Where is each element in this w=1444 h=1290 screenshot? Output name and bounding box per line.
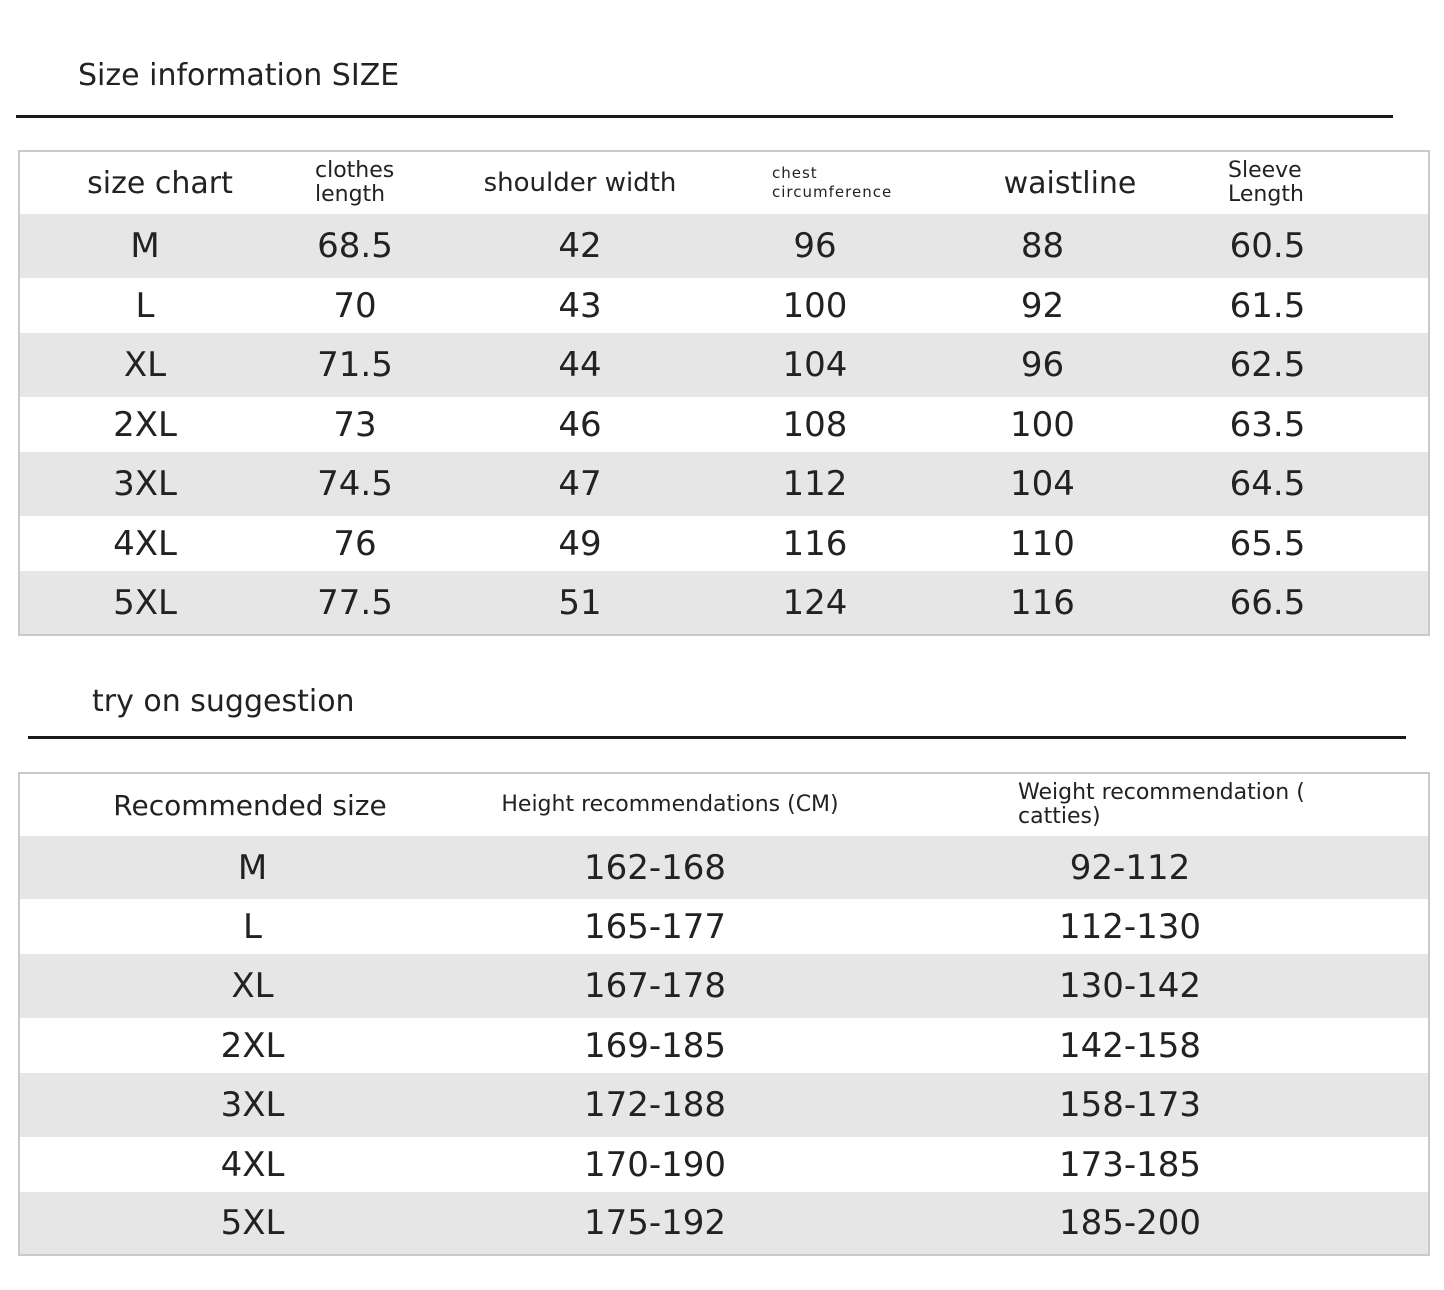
cell-shoulder-width: 44 xyxy=(558,345,602,385)
suggestion-section-title: try on suggestion xyxy=(92,684,355,719)
header-recommended-size: Recommended size xyxy=(113,788,387,822)
cell-chest: 124 xyxy=(782,582,848,623)
cell-clothes-length: 77.5 xyxy=(317,582,393,623)
cell-waistline: 92 xyxy=(1020,285,1065,326)
cell-waistline: 104 xyxy=(1010,464,1075,504)
header-chest-circumference: chest circumference xyxy=(772,163,893,202)
cell-waistline: 110 xyxy=(1010,523,1075,564)
size-chart-row: M 68.5 42 96 88 60.5 xyxy=(20,214,1428,278)
size-chart-row: XL 71.5 44 104 96 62.5 xyxy=(20,333,1428,397)
suggestion-section-divider xyxy=(28,736,1406,739)
suggestion-row: 2XL 169-185 142-158 xyxy=(20,1018,1428,1073)
cell-weight-range: 92-112 xyxy=(1069,847,1191,888)
cell-sleeve-length: 64.5 xyxy=(1229,464,1306,504)
cell-weight-range: 158-173 xyxy=(1058,1085,1202,1125)
cell-recommended-size: L xyxy=(243,906,262,947)
header-sleeve-length: Sleeve Length xyxy=(1228,157,1304,207)
suggestion-header-row: Recommended size Height recommendations … xyxy=(20,774,1428,836)
cell-size: M xyxy=(130,226,160,266)
cell-sleeve-length: 66.5 xyxy=(1229,582,1306,623)
cell-sleeve-length: 63.5 xyxy=(1229,404,1306,445)
cell-clothes-length: 74.5 xyxy=(317,464,393,504)
cell-waistline: 96 xyxy=(1020,345,1065,385)
cell-chest: 96 xyxy=(793,226,837,266)
size-chart-row: L 70 43 100 92 61.5 xyxy=(20,278,1428,333)
cell-weight-range: 185-200 xyxy=(1058,1203,1202,1243)
cell-weight-range: 112-130 xyxy=(1058,906,1202,947)
suggestion-row: M 162-168 92-112 xyxy=(20,836,1428,899)
cell-clothes-length: 68.5 xyxy=(317,226,393,266)
cell-recommended-size: M xyxy=(237,847,268,888)
cell-size: 2XL xyxy=(113,404,177,445)
cell-waistline: 88 xyxy=(1020,226,1065,266)
suggestion-row: 4XL 170-190 173-185 xyxy=(20,1137,1428,1192)
header-size-chart: size chart xyxy=(87,165,233,201)
cell-chest: 116 xyxy=(782,523,848,564)
size-chart-row: 4XL 76 49 116 110 65.5 xyxy=(20,516,1428,571)
size-chart-row: 2XL 73 46 108 100 63.5 xyxy=(20,397,1428,452)
cell-chest: 104 xyxy=(782,345,848,385)
cell-weight-range: 130-142 xyxy=(1058,966,1202,1006)
cell-size: L xyxy=(135,285,155,326)
size-chart-row: 5XL 77.5 51 124 116 66.5 xyxy=(20,571,1428,634)
cell-shoulder-width: 42 xyxy=(558,226,602,266)
cell-size: 3XL xyxy=(113,464,177,504)
cell-height-range: 162-168 xyxy=(583,847,727,888)
cell-recommended-size: 3XL xyxy=(220,1085,285,1125)
cell-waistline: 116 xyxy=(1010,582,1075,623)
cell-chest: 108 xyxy=(782,404,848,445)
cell-size: XL xyxy=(123,345,167,385)
cell-clothes-length: 76 xyxy=(333,523,377,564)
cell-sleeve-length: 62.5 xyxy=(1229,345,1306,385)
suggestion-row: 3XL 172-188 158-173 xyxy=(20,1073,1428,1137)
cell-sleeve-length: 60.5 xyxy=(1229,226,1306,266)
cell-recommended-size: XL xyxy=(231,966,274,1006)
cell-height-range: 165-177 xyxy=(583,906,727,947)
cell-shoulder-width: 43 xyxy=(558,285,602,326)
suggestion-row: L 165-177 112-130 xyxy=(20,899,1428,954)
cell-recommended-size: 5XL xyxy=(220,1203,285,1243)
cell-shoulder-width: 49 xyxy=(558,523,602,564)
cell-height-range: 170-190 xyxy=(583,1144,727,1185)
cell-chest: 112 xyxy=(782,464,848,504)
header-shoulder-width: shoulder width xyxy=(483,168,677,198)
cell-chest: 100 xyxy=(782,285,848,326)
suggestion-row: 5XL 175-192 185-200 xyxy=(20,1192,1428,1254)
cell-weight-range: 173-185 xyxy=(1058,1144,1202,1185)
header-clothes-length: clothes length xyxy=(315,157,395,207)
size-section-divider xyxy=(16,115,1393,118)
suggestion-row: XL 167-178 130-142 xyxy=(20,954,1428,1018)
size-section-title: Size information SIZE xyxy=(78,58,400,93)
cell-recommended-size: 4XL xyxy=(220,1144,285,1185)
cell-clothes-length: 73 xyxy=(333,404,377,445)
cell-height-range: 175-192 xyxy=(583,1203,727,1243)
suggestion-table: Recommended size Height recommendations … xyxy=(18,772,1430,1256)
cell-height-range: 172-188 xyxy=(583,1085,727,1125)
cell-clothes-length: 70 xyxy=(333,285,377,326)
size-chart-row: 3XL 74.5 47 112 104 64.5 xyxy=(20,452,1428,516)
cell-waistline: 100 xyxy=(1010,404,1075,445)
cell-weight-range: 142-158 xyxy=(1058,1025,1202,1066)
cell-shoulder-width: 46 xyxy=(558,404,602,445)
cell-size: 4XL xyxy=(113,523,177,564)
header-weight-recommendation: Weight recommendation ( catties) xyxy=(1018,779,1305,829)
header-waistline: waistline xyxy=(1003,165,1137,201)
cell-height-range: 167-178 xyxy=(583,966,727,1006)
cell-recommended-size: 2XL xyxy=(220,1025,285,1066)
cell-sleeve-length: 61.5 xyxy=(1229,285,1306,326)
cell-clothes-length: 71.5 xyxy=(317,345,393,385)
cell-shoulder-width: 47 xyxy=(558,464,602,504)
cell-sleeve-length: 65.5 xyxy=(1229,523,1306,564)
cell-size: 5XL xyxy=(113,582,177,623)
size-chart-table: size chart clothes length shoulder width… xyxy=(18,150,1430,636)
cell-height-range: 169-185 xyxy=(583,1025,727,1066)
header-height-recommendations: Height recommendations (CM) xyxy=(501,791,839,817)
cell-shoulder-width: 51 xyxy=(558,582,602,623)
size-chart-header-row: size chart clothes length shoulder width… xyxy=(20,152,1428,214)
